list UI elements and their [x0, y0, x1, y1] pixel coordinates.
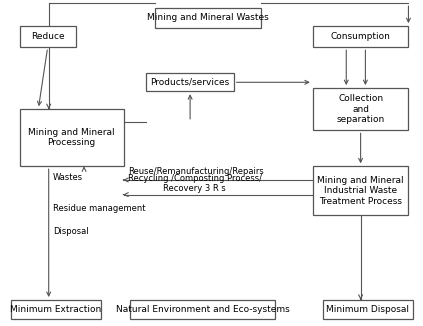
Bar [323, 300, 412, 319]
Text: Minimum Disposal: Minimum Disposal [327, 305, 409, 314]
Text: Consumption: Consumption [331, 32, 390, 41]
Text: Products/services: Products/services [151, 78, 230, 87]
Text: Mining and Mineral Wastes: Mining and Mineral Wastes [147, 13, 269, 22]
Bar [19, 109, 124, 166]
Text: Recycling /Composting Process/
Recovery 3 R s: Recycling /Composting Process/ Recovery … [128, 173, 262, 193]
Text: Reduce: Reduce [31, 32, 64, 41]
Bar [130, 300, 275, 319]
Bar [19, 26, 76, 47]
Bar [146, 73, 234, 91]
Bar [313, 88, 409, 130]
Bar [313, 26, 409, 47]
Text: Disposal: Disposal [53, 227, 88, 236]
Text: Collection
and
separation: Collection and separation [336, 94, 385, 124]
Text: Reuse/Remanufacturing/Repairs: Reuse/Remanufacturing/Repairs [128, 167, 264, 176]
Text: Minimum Extraction: Minimum Extraction [10, 305, 102, 314]
Bar [155, 8, 261, 28]
Text: Natural Environment and Eco-systems: Natural Environment and Eco-systems [116, 305, 289, 314]
Text: Mining and Mineral
Processing: Mining and Mineral Processing [28, 128, 115, 147]
Text: Wastes: Wastes [53, 173, 83, 182]
Bar [11, 300, 101, 319]
Text: Mining and Mineral
Industrial Waste
Treatment Process: Mining and Mineral Industrial Waste Trea… [317, 176, 404, 206]
Text: Residue management: Residue management [53, 204, 146, 213]
Bar [313, 166, 409, 215]
